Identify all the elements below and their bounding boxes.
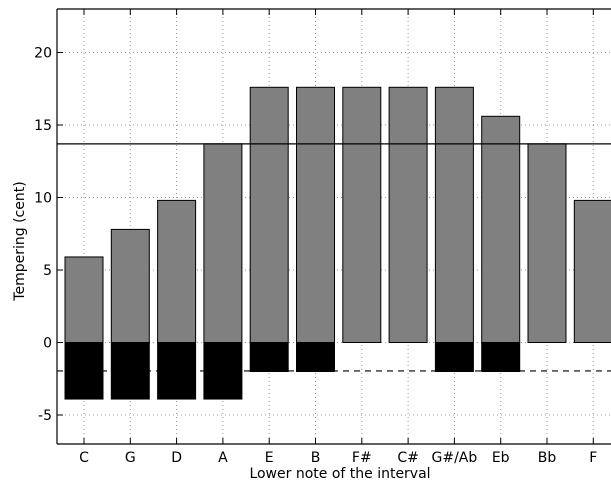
black-bar-9 <box>481 342 521 372</box>
gray-bar-7 <box>388 86 428 343</box>
x-tick-label: Eb <box>492 450 510 466</box>
x-tick-label: Bb <box>538 450 557 466</box>
gray-bar-10 <box>527 143 567 343</box>
y-tick-label: 20 <box>34 46 52 62</box>
gray-bar-8 <box>434 86 474 343</box>
gray-bar-5 <box>296 86 335 343</box>
gray-bar-11 <box>573 199 611 343</box>
y-tick-label: -5 <box>38 408 52 424</box>
gray-bar-2 <box>157 199 197 343</box>
x-tick-label: B <box>311 450 321 466</box>
x-tick-label: A <box>218 450 228 466</box>
y-tick-label: 10 <box>34 191 52 207</box>
y-tick-label: 5 <box>43 263 52 279</box>
y-tick-label: 15 <box>34 118 52 134</box>
reference-lines <box>57 143 611 372</box>
x-tick-label: C# <box>397 450 419 466</box>
gray-bar-6 <box>342 86 382 343</box>
axes <box>56 8 611 445</box>
ticks: -5 0 5 10 15 20 C G D A E B F# C# G#/Ab Eb Bb F <box>34 9 597 466</box>
x-tick-label: E <box>265 450 274 466</box>
x-tick-label: C <box>79 450 89 466</box>
gray-bar-3 <box>203 143 243 343</box>
black-bar-4 <box>249 342 289 372</box>
y-tick-label: 0 <box>43 336 52 352</box>
x-tick-label: G <box>125 450 136 466</box>
gray-bar-9 <box>481 115 521 343</box>
y-axis-label: Tempering (cent) <box>12 181 28 301</box>
gray-bar-0 <box>64 256 104 344</box>
gray-bar-1 <box>110 228 150 343</box>
x-axis-label: Lower note of the interval <box>249 466 430 482</box>
gray-bar-4 <box>249 86 289 343</box>
x-tick-label: D <box>171 450 182 466</box>
black-bar-5 <box>296 342 335 372</box>
x-tick-label: F <box>589 450 597 466</box>
black-bar-8 <box>434 342 474 372</box>
x-tick-label: F# <box>352 450 372 466</box>
bars <box>64 86 611 400</box>
x-tick-label: G#/Ab <box>432 450 478 466</box>
